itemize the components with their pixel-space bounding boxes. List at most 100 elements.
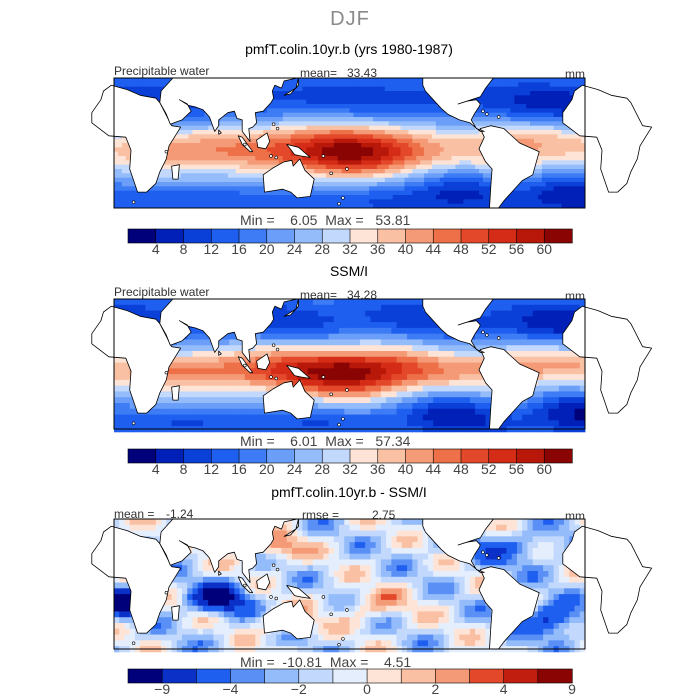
field-cell	[286, 199, 292, 205]
field-cell	[467, 195, 472, 200]
field-cell	[357, 95, 362, 101]
field-cell	[376, 86, 382, 92]
field-cell	[310, 86, 315, 92]
field-cell	[149, 82, 154, 88]
field-cell	[490, 82, 496, 88]
field-cell	[271, 190, 276, 196]
field-cell	[333, 299, 340, 306]
field-cell	[386, 316, 392, 323]
field-cell	[533, 86, 539, 92]
field-cell	[459, 160, 464, 166]
field-cell	[314, 173, 319, 179]
field-cell	[451, 151, 456, 157]
island	[321, 154, 326, 158]
colorbar-swatch	[543, 228, 573, 244]
field-cell	[333, 333, 340, 340]
field-cell	[577, 82, 582, 88]
field-cell	[565, 169, 570, 174]
field-cell	[223, 356, 230, 363]
field-cell	[223, 130, 229, 135]
field-cell	[318, 138, 323, 144]
field-cell	[459, 130, 464, 135]
field-cell	[234, 356, 240, 363]
field-cell	[392, 104, 398, 109]
field-cell	[310, 134, 315, 140]
field-cell	[435, 147, 441, 153]
field-cell	[408, 95, 413, 101]
field-cell	[475, 151, 480, 157]
field-cell	[494, 82, 500, 88]
field-cell	[388, 177, 394, 183]
field-cell	[255, 368, 261, 375]
field-cell	[234, 374, 240, 381]
field-cell	[416, 177, 421, 183]
field-cell	[124, 420, 131, 427]
field-cell	[176, 195, 182, 200]
field-cell	[557, 186, 562, 192]
field-cell	[514, 82, 519, 88]
field-cell	[204, 125, 209, 131]
field-cell	[479, 156, 484, 161]
field-cell	[197, 374, 204, 381]
field-cell	[271, 310, 277, 317]
field-cell	[263, 112, 268, 118]
field-cell	[290, 104, 295, 109]
field-cell	[231, 160, 237, 166]
field-cell	[345, 91, 350, 96]
field-cell	[396, 379, 403, 387]
field-cell	[318, 164, 323, 170]
field-cell	[121, 138, 127, 144]
field-cell	[396, 82, 401, 88]
field-cell	[176, 420, 183, 427]
field-cell	[239, 385, 246, 392]
field-cell	[176, 182, 182, 187]
field-cell	[337, 151, 343, 157]
field-cell	[365, 95, 370, 101]
field-cell	[323, 310, 329, 317]
field-cell	[344, 362, 350, 369]
field-cell	[231, 177, 237, 183]
field-cell	[420, 108, 425, 114]
field-cell	[380, 299, 387, 306]
field-cell	[518, 121, 523, 127]
field-cell	[323, 397, 329, 404]
field-cell	[282, 82, 288, 88]
field-cell	[176, 143, 182, 148]
field-cell	[333, 91, 339, 96]
field-cell	[119, 299, 125, 306]
field-cell	[298, 117, 303, 122]
field-cell	[200, 160, 205, 166]
field-cell	[291, 299, 298, 306]
field-cell	[407, 351, 413, 358]
field-cell	[161, 408, 167, 415]
field-cell	[297, 351, 303, 358]
field-cell	[522, 186, 527, 192]
field-cell	[318, 203, 323, 209]
field-cell	[463, 169, 468, 174]
field-cell	[391, 322, 397, 329]
field-cell	[431, 199, 437, 205]
field-cell	[204, 134, 209, 140]
field-cell	[339, 362, 345, 369]
field-cell	[526, 108, 531, 114]
field-cell	[373, 160, 378, 166]
field-cell	[318, 134, 323, 140]
field-cell	[365, 327, 371, 335]
field-cell	[153, 86, 158, 92]
field-cell	[467, 134, 472, 140]
field-cell	[161, 182, 166, 187]
field-cell	[141, 199, 146, 205]
field-cell	[294, 134, 299, 140]
field-cell	[391, 385, 397, 392]
field-cell	[192, 164, 197, 170]
field-cell	[506, 95, 511, 101]
field-cell	[384, 86, 390, 92]
field-cell	[396, 195, 401, 200]
field-cell	[380, 339, 387, 346]
field-cell	[412, 299, 418, 306]
field-cell	[267, 104, 272, 109]
field-cell	[412, 104, 417, 109]
field-cell	[294, 125, 299, 131]
field-cell	[322, 199, 327, 205]
field-cell	[526, 195, 531, 200]
